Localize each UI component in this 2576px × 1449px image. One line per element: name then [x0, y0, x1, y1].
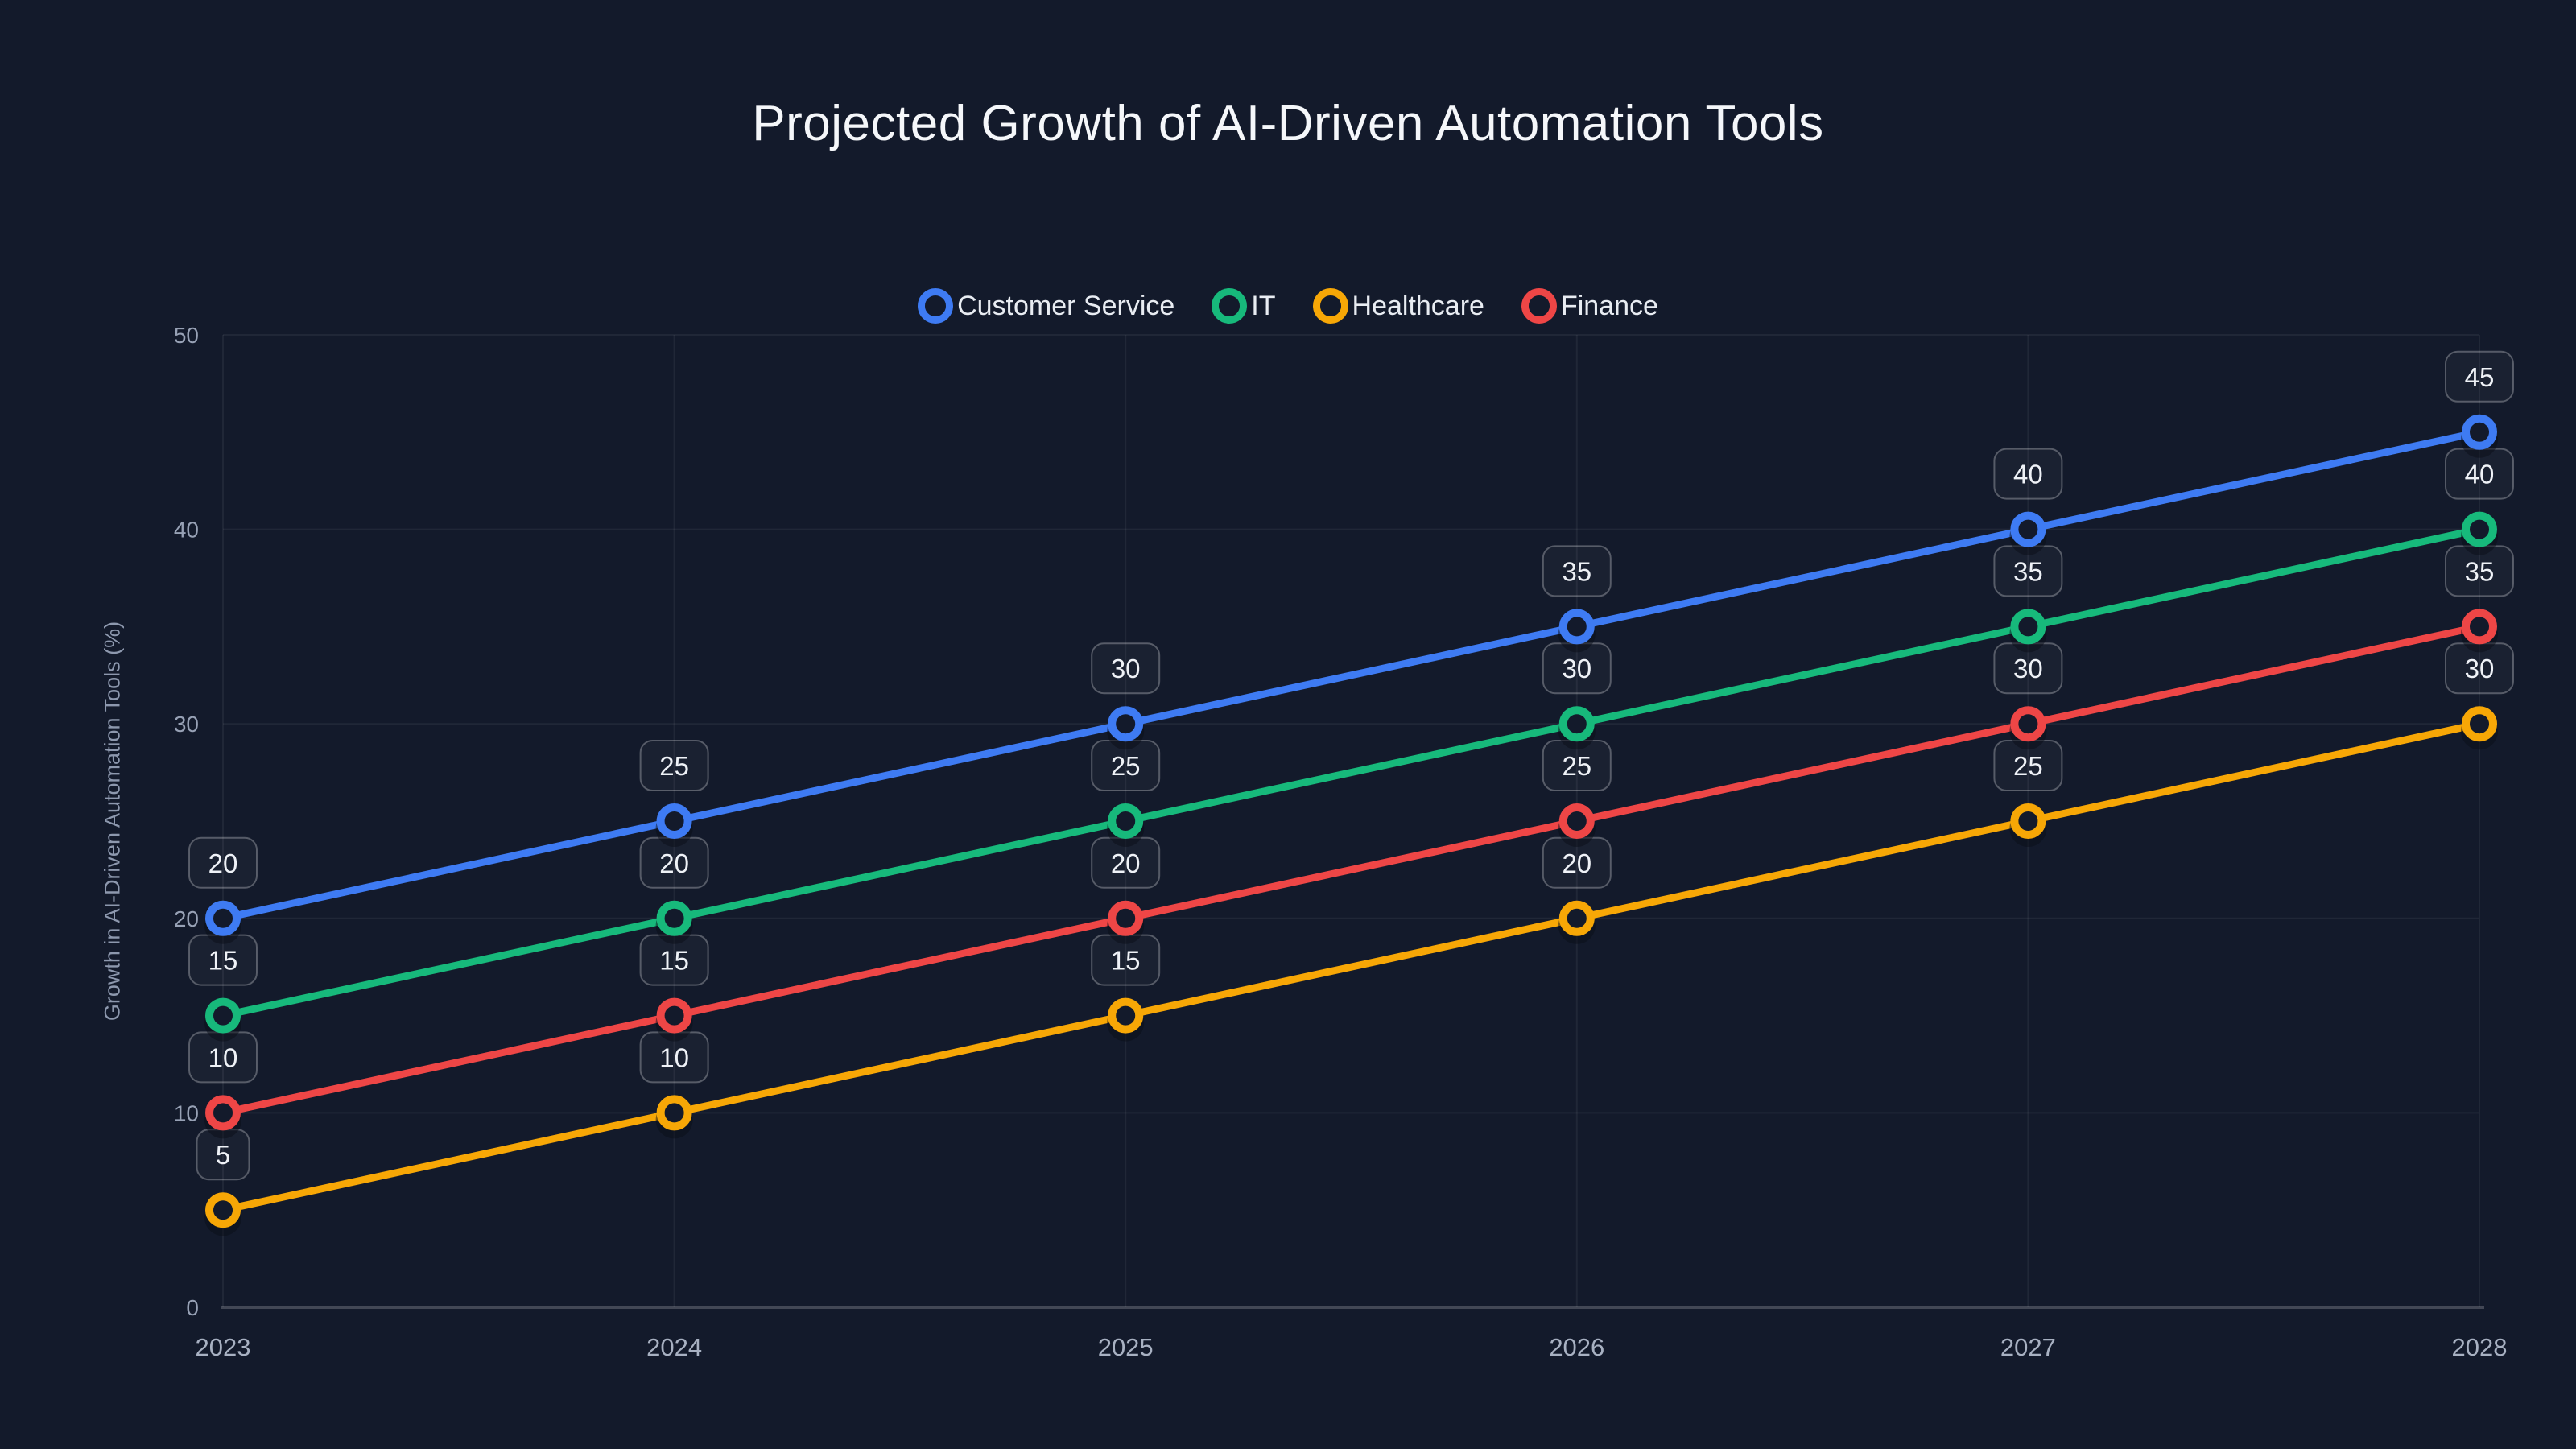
data-point-marker-it[interactable] — [1108, 803, 1144, 839]
point-label: 15 — [659, 946, 689, 976]
point-label-box — [1542, 545, 1612, 597]
data-point-marker-healthcare[interactable] — [2462, 706, 2497, 742]
series-line-finance — [219, 622, 2483, 1117]
point-label: 20 — [1562, 848, 1591, 878]
point-label: 35 — [2465, 556, 2495, 586]
x-tick-label: 2023 — [196, 1333, 251, 1361]
data-point-marker-it[interactable] — [1558, 706, 1595, 742]
point-label: 20 — [1111, 848, 1141, 878]
data-point-marker-finance[interactable] — [656, 997, 692, 1034]
data-point-marker-customer-service[interactable] — [1558, 609, 1595, 645]
data-point-marker-it[interactable] — [2010, 609, 2046, 645]
point-label: 40 — [2465, 460, 2495, 489]
legend-marker-icon — [1212, 288, 1248, 324]
legend-label: Customer Service — [957, 290, 1175, 321]
legend-marker-icon — [1521, 288, 1557, 324]
point-label: 15 — [1111, 946, 1141, 976]
point-label-box — [639, 740, 709, 791]
legend-label: Finance — [1560, 290, 1658, 321]
point-label: 25 — [1562, 751, 1591, 781]
point-label: 20 — [208, 848, 238, 878]
y-tick-label: 10 — [174, 1100, 199, 1125]
data-point-marker-healthcare[interactable] — [205, 1192, 241, 1228]
point-label: 10 — [659, 1042, 689, 1072]
point-label: 25 — [1111, 751, 1141, 781]
point-label-box — [1993, 448, 2063, 500]
data-point-marker-healthcare[interactable] — [656, 1095, 692, 1131]
legend-label: Healthcare — [1352, 290, 1484, 321]
point-label: 35 — [2013, 556, 2043, 586]
point-label: 10 — [208, 1042, 238, 1072]
point-label-box — [2445, 350, 2514, 402]
legend-label: IT — [1251, 290, 1276, 321]
point-label: 25 — [659, 751, 689, 781]
data-point-marker-customer-service[interactable] — [2462, 414, 2497, 450]
point-label: 20 — [659, 848, 689, 878]
x-tick-label: 2027 — [2000, 1333, 2056, 1361]
point-label: 45 — [2465, 362, 2495, 392]
legend-item-it[interactable]: IT — [1212, 288, 1276, 324]
legend-item-customer-service[interactable]: Customer Service — [918, 288, 1174, 324]
data-point-marker-finance[interactable] — [2010, 706, 2046, 742]
y-tick-label: 30 — [174, 712, 199, 737]
data-point-marker-customer-service[interactable] — [656, 803, 692, 839]
point-label: 35 — [1562, 556, 1591, 586]
data-point-marker-healthcare[interactable] — [1558, 900, 1595, 936]
point-label-box — [188, 836, 258, 889]
chart-title: Projected Growth of AI-Driven Automation… — [752, 96, 1824, 151]
x-tick-label: 2026 — [1549, 1333, 1604, 1361]
data-point-marker-finance[interactable] — [205, 1095, 241, 1131]
data-point-marker-it[interactable] — [205, 997, 241, 1034]
point-label: 30 — [1562, 654, 1591, 683]
data-point-marker-healthcare[interactable] — [2010, 803, 2046, 839]
point-label-box — [1091, 642, 1161, 695]
point-label: 15 — [208, 946, 238, 976]
point-label: 40 — [2013, 460, 2043, 489]
legend-marker-icon — [918, 288, 954, 324]
data-point-marker-finance[interactable] — [1558, 803, 1595, 839]
legend: Customer Service IT Healthcare Finance — [0, 288, 2576, 324]
data-point-marker-healthcare[interactable] — [1108, 997, 1144, 1034]
x-tick-label: 2025 — [1098, 1333, 1154, 1361]
y-tick-label: 20 — [174, 906, 199, 931]
legend-item-finance[interactable]: Finance — [1521, 288, 1658, 324]
legend-marker-icon — [1312, 288, 1348, 324]
y-tick-label: 40 — [174, 518, 199, 543]
point-label: 5 — [216, 1140, 230, 1170]
point-label: 30 — [2013, 654, 2043, 683]
data-point-marker-it[interactable] — [2462, 511, 2497, 547]
data-point-marker-finance[interactable] — [1108, 900, 1144, 936]
data-point-marker-finance[interactable] — [2462, 609, 2497, 645]
data-point-marker-it[interactable] — [656, 900, 692, 936]
series-line-healthcare — [219, 720, 2483, 1214]
point-label: 25 — [2013, 751, 2043, 781]
data-point-marker-customer-service[interactable] — [1108, 706, 1144, 742]
point-label: 30 — [1111, 654, 1141, 683]
point-label: 30 — [2465, 654, 2495, 683]
legend-item-healthcare[interactable]: Healthcare — [1312, 288, 1484, 324]
x-tick-label: 2024 — [646, 1333, 702, 1361]
x-tick-label: 2028 — [2452, 1333, 2508, 1361]
series-line-it — [219, 526, 2483, 1020]
data-point-marker-customer-service[interactable] — [2010, 511, 2046, 547]
y-tick-label: 0 — [186, 1295, 199, 1320]
data-point-marker-customer-service[interactable] — [205, 900, 241, 936]
y-tick-label: 50 — [174, 323, 199, 348]
series-line-customer-service — [219, 428, 2483, 923]
